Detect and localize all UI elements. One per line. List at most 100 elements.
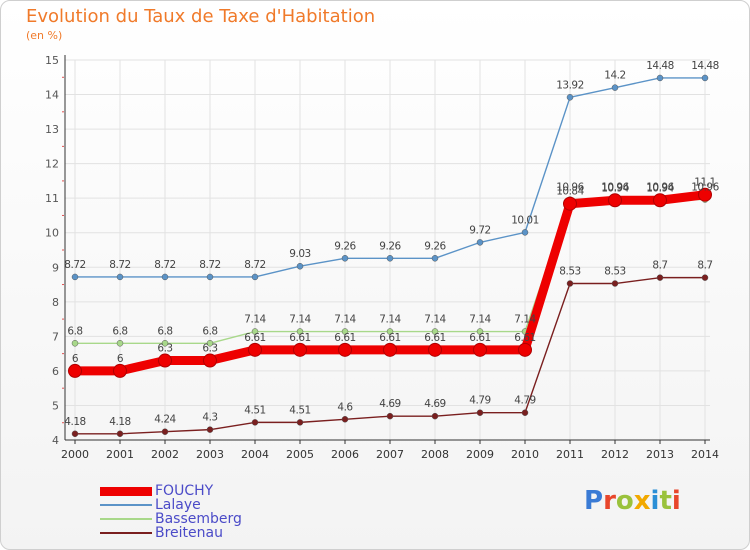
data-label-bassemberg: 7.14	[334, 314, 356, 326]
point-breitenau	[116, 430, 124, 438]
data-label-bassemberg: 6.8	[112, 325, 127, 337]
data-label-fouchy: 6	[117, 353, 124, 365]
data-label-breitenau: 4.24	[154, 414, 176, 426]
x-tick-label: 2008	[421, 448, 449, 461]
y-tick-label: 13	[45, 123, 59, 136]
point-breitenau	[431, 412, 439, 420]
data-label-breitenau: 4.3	[202, 412, 217, 424]
legend-item-lalaye: Lalaye	[100, 497, 300, 513]
point-fouchy	[248, 342, 262, 357]
logo-letter: x	[633, 486, 651, 516]
data-label-lalaye: 9.26	[334, 240, 356, 252]
point-lalaye	[656, 74, 664, 82]
x-tick-label: 2004	[241, 448, 269, 461]
legend-label-bassemberg: Bassemberg	[155, 511, 242, 527]
y-tick-label: 11	[45, 192, 59, 205]
point-fouchy	[293, 342, 307, 357]
point-lalaye	[611, 84, 619, 91]
data-label-bassemberg: 6.8	[157, 325, 172, 337]
data-label-breitenau: 4.69	[424, 398, 445, 410]
point-breitenau	[566, 280, 574, 287]
data-label-lalaye: 8.72	[109, 259, 130, 271]
data-label-breitenau: 8.7	[697, 260, 712, 272]
point-lalaye	[386, 255, 394, 262]
x-tick-label: 2014	[691, 448, 719, 461]
point-breitenau	[296, 419, 304, 426]
data-label-bassemberg: 7.14	[514, 314, 536, 326]
data-label-breitenau: 4.79	[469, 395, 490, 407]
logo-letter: r	[603, 486, 616, 516]
x-tick-label: 2006	[331, 448, 359, 461]
logo-letter: o	[615, 486, 634, 516]
data-label-fouchy: 10.94	[601, 182, 629, 194]
data-label-fouchy: 10.94	[646, 182, 674, 194]
point-breitenau	[206, 426, 214, 433]
point-bassemberg	[386, 328, 394, 335]
data-label-breitenau: 4.18	[109, 416, 130, 428]
data-label-fouchy: 6.61	[469, 332, 490, 344]
y-tick-label: 14	[45, 89, 59, 102]
point-fouchy	[428, 342, 442, 357]
logo-letter: i	[650, 486, 660, 516]
data-label-lalaye: 13.92	[556, 79, 584, 91]
data-label-bassemberg: 7.14	[379, 314, 401, 326]
x-tick-label: 2009	[466, 448, 494, 461]
point-bassemberg	[71, 340, 79, 347]
point-lalaye	[701, 74, 709, 82]
data-label-bassemberg: 10.96	[601, 182, 629, 194]
x-tick-label: 2007	[376, 448, 404, 461]
data-label-lalaye: 8.72	[64, 259, 85, 271]
x-tick-label: 2001	[106, 448, 134, 461]
data-label-fouchy: 10.84	[556, 186, 584, 198]
point-breitenau	[521, 409, 529, 416]
data-label-bassemberg: 10.96	[646, 182, 674, 194]
point-lalaye	[161, 273, 169, 281]
chart-legend: FOUCHY Lalaye Bassemberg Breitenau	[100, 483, 300, 541]
point-fouchy	[518, 342, 532, 357]
legend-item-bassemberg: Bassemberg	[100, 511, 300, 527]
data-label-lalaye: 9.26	[379, 240, 401, 252]
data-label-fouchy: 6.3	[202, 343, 217, 355]
point-fouchy	[608, 193, 622, 208]
data-label-fouchy: 6.61	[514, 332, 535, 344]
point-lalaye	[296, 262, 304, 270]
point-fouchy	[113, 363, 127, 378]
data-label-fouchy: 6.3	[157, 343, 172, 355]
legend-swatch-breitenau	[100, 532, 152, 534]
data-label-bassemberg: 7.14	[469, 314, 491, 326]
point-fouchy	[158, 353, 172, 368]
y-tick-label: 9	[52, 261, 59, 274]
y-tick-label: 10	[45, 227, 59, 240]
data-label-breitenau: 4.18	[64, 416, 85, 428]
legend-label-lalaye: Lalaye	[155, 497, 201, 513]
legend-item-fouchy: FOUCHY	[100, 483, 300, 499]
point-lalaye	[431, 255, 439, 262]
point-bassemberg	[431, 328, 439, 335]
point-bassemberg	[341, 328, 349, 335]
point-breitenau	[476, 409, 484, 416]
data-label-fouchy: 6.61	[379, 332, 400, 344]
data-label-lalaye: 14.2	[604, 70, 625, 82]
y-tick-label: 5	[52, 399, 59, 412]
data-label-bassemberg: 6.8	[67, 325, 82, 337]
legend-label-fouchy: FOUCHY	[155, 483, 214, 499]
data-label-fouchy: 6.61	[424, 332, 445, 344]
data-label-fouchy: 6.61	[244, 332, 265, 344]
y-tick-label: 7	[52, 330, 59, 343]
data-label-breitenau: 4.6	[337, 401, 353, 413]
x-tick-label: 2010	[511, 448, 539, 461]
legend-swatch-fouchy	[100, 487, 152, 496]
data-label-breitenau: 8.7	[652, 260, 667, 272]
point-lalaye	[71, 273, 79, 281]
legend-item-breitenau: Breitenau	[100, 525, 300, 541]
point-bassemberg	[296, 328, 304, 335]
y-tick-label: 8	[52, 296, 59, 309]
logo-letter: t	[659, 486, 672, 516]
y-tick-label: 4	[52, 434, 59, 447]
chart-subtitle: (en %)	[26, 29, 63, 42]
data-label-bassemberg: 10.96	[691, 182, 719, 194]
data-label-bassemberg: 10.96	[556, 182, 584, 194]
data-label-lalaye: 14.48	[691, 60, 719, 72]
